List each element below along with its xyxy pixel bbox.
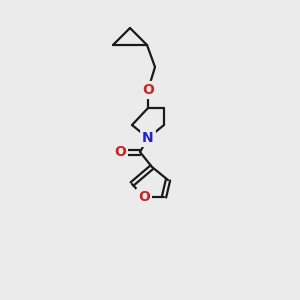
Text: N: N	[142, 131, 154, 145]
Text: O: O	[138, 190, 150, 204]
Text: O: O	[142, 83, 154, 97]
Text: O: O	[114, 145, 126, 159]
